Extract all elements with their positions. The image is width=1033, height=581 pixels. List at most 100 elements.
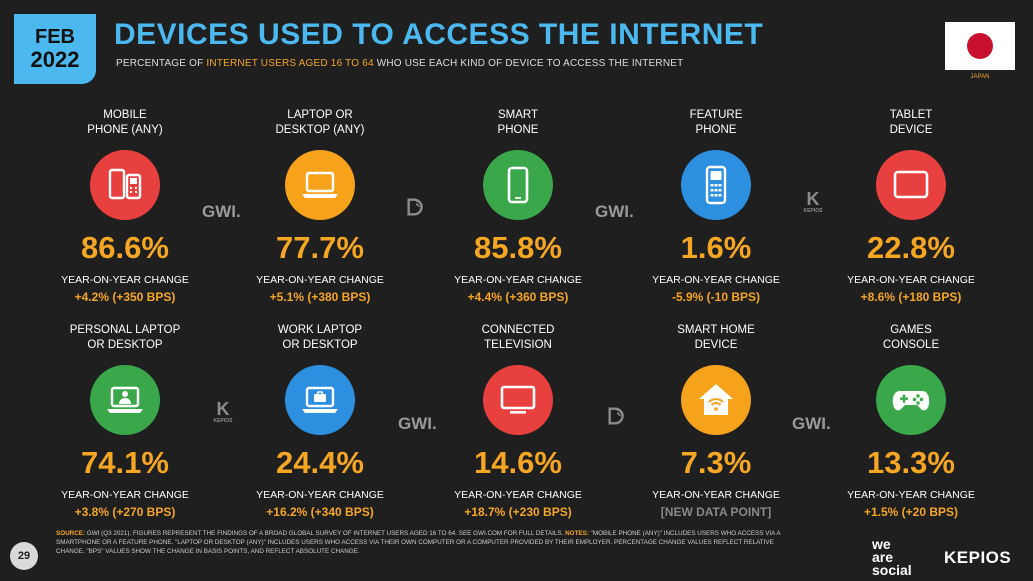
device-label: GAMES CONSOLE	[816, 323, 1006, 353]
country-label: JAPAN	[970, 74, 990, 80]
datareportal-icon	[606, 405, 628, 432]
kepios-watermark: K KEPIOS	[210, 400, 236, 424]
yoy-change: [NEW DATA POINT]	[660, 505, 772, 519]
kepios-logo-text: KEPIOS	[944, 548, 1012, 567]
date-badge: FEB 2022	[14, 14, 96, 84]
device-label: CONNECTED TELEVISION	[423, 323, 613, 353]
kepios-watermark: K KEPIOS	[800, 190, 826, 214]
device-label-line1: FEATURE	[689, 109, 743, 121]
device-label-line1: MOBILE	[103, 109, 147, 121]
yoy-label: YEAR-ON-YEAR CHANGE	[61, 489, 189, 501]
device-label-line1: SMART	[497, 109, 539, 121]
page-subtitle: PERCENTAGE OF INTERNET USERS AGED 16 TO …	[116, 58, 683, 69]
device-label-line1: LAPTOP OR	[287, 109, 353, 121]
device-label-line2: DEVICE	[889, 124, 933, 136]
device-percentage: 24.4%	[276, 445, 364, 480]
kepios-watermark-text: KEPIOS	[213, 418, 233, 424]
date-year: 2022	[30, 46, 80, 72]
yoy-label: YEAR-ON-YEAR CHANGE	[847, 489, 975, 501]
yoy-label: YEAR-ON-YEAR CHANGE	[652, 489, 780, 501]
device-card: FEATURE PHONE 1.6% YEAR-ON-YEAR CHANGE -5.9%…	[621, 108, 811, 304]
device-label: LAPTOP OR DESKTOP (ANY)	[225, 108, 415, 138]
logo-we: we	[872, 536, 891, 552]
kepios-watermark-k: K	[806, 189, 820, 209]
device-card: LAPTOP OR DESKTOP (ANY) 77.7% YEAR-ON-YEAR …	[225, 108, 415, 304]
yoy-change: +8.6% (+180 BPS)	[860, 290, 962, 304]
page-title: DEVICES USED TO ACCESS THE INTERNET	[114, 18, 764, 51]
notes-label: NOTES:	[565, 530, 589, 537]
notes-text: "MOBILE PHONE (ANY)" INCLUDES USERS WHO …	[56, 530, 781, 555]
page-number: 29	[10, 542, 38, 570]
subtitle-post: WHO USE EACH KIND OF DEVICE TO ACCESS TH…	[373, 58, 684, 69]
device-card: TABLET DEVICE 22.8% YEAR-ON-YEAR CHANGE +8.6…	[816, 108, 1006, 304]
gwi-watermark: GWI.	[202, 202, 241, 221]
device-percentage: 7.3%	[680, 445, 752, 480]
device-percentage: 74.1%	[81, 445, 169, 480]
device-percentage: 22.8%	[867, 230, 955, 265]
device-label-line2: PHONE	[497, 124, 539, 136]
flag-sun	[967, 33, 993, 59]
game-controller-icon	[876, 365, 946, 435]
we-are-social-logo: we are social	[872, 536, 912, 578]
device-label-line1: GAMES	[890, 324, 932, 336]
gwi-watermark: GWI.	[398, 414, 437, 433]
device-percentage: 13.3%	[867, 445, 955, 480]
yoy-label: YEAR-ON-YEAR CHANGE	[847, 274, 975, 286]
device-percentage: 1.6%	[680, 230, 752, 265]
yoy-label: YEAR-ON-YEAR CHANGE	[256, 489, 384, 501]
yoy-label: YEAR-ON-YEAR CHANGE	[256, 274, 384, 286]
yoy-change: +4.2% (+350 BPS)	[74, 290, 176, 304]
yoy-label: YEAR-ON-YEAR CHANGE	[454, 489, 582, 501]
feature-phone-icon	[681, 150, 751, 220]
device-label: FEATURE PHONE	[621, 108, 811, 138]
logo-are: are	[872, 549, 894, 565]
device-label-line1: PERSONAL LAPTOP	[69, 324, 181, 336]
device-label-line1: WORK LAPTOP	[277, 324, 363, 336]
device-label-line2: DEVICE	[694, 339, 738, 351]
device-card: WORK LAPTOP OR DESKTOP 24.4% YEAR-ON-YEAR C…	[225, 323, 415, 519]
device-label: TABLET DEVICE	[816, 108, 1006, 138]
source-label: SOURCE:	[56, 530, 86, 537]
work-laptop-icon	[285, 365, 355, 435]
device-label-line2: OR DESKTOP	[282, 339, 358, 351]
source-text: GWI (Q3 2021). FIGURES REPRESENT THE FIN…	[85, 530, 566, 537]
subtitle-highlight: INTERNET USERS AGED 16 TO 64	[206, 58, 374, 69]
yoy-change: +16.2% (+340 BPS)	[266, 505, 374, 519]
yoy-change: +1.5% (+20 BPS)	[863, 505, 959, 519]
kepios-logo: KEPIOS	[944, 548, 1011, 568]
yoy-label: YEAR-ON-YEAR CHANGE	[61, 274, 189, 286]
device-label-line1: SMART HOME	[677, 324, 755, 336]
device-label: WORK LAPTOP OR DESKTOP	[225, 323, 415, 353]
device-label-line2: CONSOLE	[882, 339, 940, 351]
kepios-watermark-k: K	[216, 399, 230, 419]
japan-flag-icon	[945, 22, 1015, 70]
device-card: MOBILE PHONE (ANY) 86.6% YEAR-ON-YEAR CHANG…	[30, 108, 220, 304]
device-label-line1: TABLET	[889, 109, 933, 121]
yoy-label: YEAR-ON-YEAR CHANGE	[454, 274, 582, 286]
device-label-line1: CONNECTED	[481, 324, 555, 336]
device-label-line2: OR DESKTOP	[87, 339, 163, 351]
device-card: SMART PHONE 85.8% YEAR-ON-YEAR CHANGE +4.4% …	[423, 108, 613, 304]
device-card: SMART HOME DEVICE 7.3% YEAR-ON-YEAR CHANGE […	[621, 323, 811, 519]
device-label: SMART PHONE	[423, 108, 613, 138]
device-label-line2: DESKTOP (ANY)	[275, 124, 365, 136]
kepios-watermark-text: KEPIOS	[803, 208, 823, 214]
device-card: PERSONAL LAPTOP OR DESKTOP 74.1% YEAR-ON-YE…	[30, 323, 220, 519]
device-percentage: 14.6%	[474, 445, 562, 480]
yoy-change: -5.9% (-10 BPS)	[671, 290, 761, 304]
laptop-icon	[285, 150, 355, 220]
subtitle-pre: PERCENTAGE OF	[116, 58, 207, 69]
gwi-watermark: GWI.	[792, 414, 831, 433]
device-card: GAMES CONSOLE 13.3% YEAR-ON-YEAR CHANGE +1.5…	[816, 323, 1006, 519]
yoy-change: +4.4% (+360 BPS)	[467, 290, 569, 304]
device-label: PERSONAL LAPTOP OR DESKTOP	[30, 323, 220, 353]
device-percentage: 86.6%	[81, 230, 169, 265]
smartphone-icon	[483, 150, 553, 220]
date-month: FEB	[35, 25, 75, 48]
device-percentage: 77.7%	[276, 230, 364, 265]
logo-social: social	[872, 562, 912, 578]
device-label: MOBILE PHONE (ANY)	[30, 108, 220, 138]
yoy-label: YEAR-ON-YEAR CHANGE	[652, 274, 780, 286]
device-card: CONNECTED TELEVISION 14.6% YEAR-ON-YEAR CHA…	[423, 323, 613, 519]
device-percentage: 85.8%	[474, 230, 562, 265]
